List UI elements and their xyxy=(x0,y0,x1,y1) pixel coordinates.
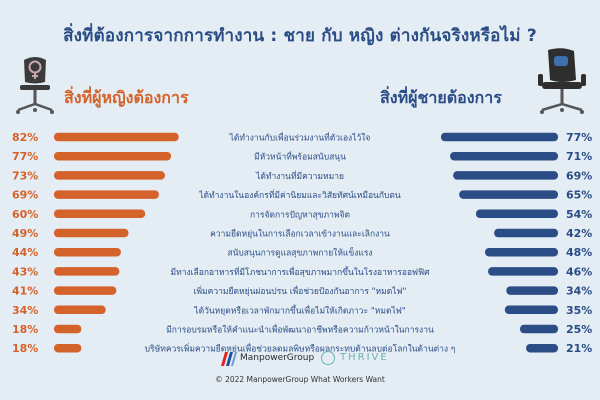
manpowergroup-logo-icon xyxy=(221,352,237,366)
men-bar xyxy=(520,324,558,334)
thrive-logo-text: THRIVE xyxy=(340,352,389,363)
men-bar xyxy=(485,247,558,257)
women-bar xyxy=(54,132,179,142)
men-value-label: 48% xyxy=(566,246,592,259)
thrive-logo-icon xyxy=(321,351,335,365)
men-value-label: 42% xyxy=(566,227,592,240)
men-value-label: 46% xyxy=(566,265,592,278)
men-value-label: 35% xyxy=(566,304,592,317)
chart-title: สิ่งที่ต้องการจากการทำงาน : ชาย กับ หญิง… xyxy=(63,26,537,46)
category-label: เพิ่มความยืดหยุ่นผ่อนปรน เพื่อช่วยป้องกั… xyxy=(194,285,407,297)
women-value-label: 34% xyxy=(12,304,38,317)
men-value-label: 69% xyxy=(566,169,592,182)
category-label: บริษัทควรเพิ่มความยืดหยุ่นเพื่อช่วยลดมลพ… xyxy=(145,343,456,355)
men-value-label: 71% xyxy=(566,150,592,163)
men-bar xyxy=(440,132,558,142)
logo-row: ManpowerGroup THRIVE xyxy=(0,349,600,371)
men-bar xyxy=(453,171,558,180)
category-label: ได้ทำงานในองค์กรที่มีค่านิยมและวิสัยทัศน… xyxy=(198,189,401,201)
category-label: ได้ทำงานที่มีความหมาย xyxy=(255,170,344,182)
men-value-label: 21% xyxy=(566,342,592,355)
women-value-label: 44% xyxy=(12,246,38,259)
men-value-label: 54% xyxy=(566,208,592,221)
men-bar xyxy=(504,305,558,315)
women-value-label: 60% xyxy=(12,208,38,221)
women-bar xyxy=(54,324,82,334)
category-label: สนับสนุนการดูแลสุขภาพกายให้แข็งแรง xyxy=(227,247,372,259)
women-bar xyxy=(54,343,82,353)
manpowergroup-logo-text: ManpowerGroup xyxy=(240,353,315,363)
women-bar xyxy=(54,305,106,315)
women-value-label: 82% xyxy=(12,131,38,144)
men-bar xyxy=(475,209,558,219)
category-label: ได้วันหยุดหรือเวลาพักมากขึ้นเพื่อไม่ให้เ… xyxy=(193,304,405,316)
women-value-label: 73% xyxy=(12,169,38,182)
women-bar xyxy=(54,228,129,238)
men-value-label: 34% xyxy=(566,285,592,298)
women-value-label: 69% xyxy=(12,189,38,202)
women-value-label: 49% xyxy=(12,227,38,240)
men-bar xyxy=(488,267,558,276)
women-value-label: 18% xyxy=(12,323,38,336)
women-value-label: 41% xyxy=(12,285,38,298)
men-bar xyxy=(526,343,558,353)
category-label: ความยืดหยุ่นในการเลือกเวลาเข้างานและเลิก… xyxy=(210,229,390,240)
category-label: การจัดการปัญหาสุขภาพจิต xyxy=(250,210,350,220)
men-bar xyxy=(506,286,558,295)
women-value-label: 77% xyxy=(12,150,38,163)
men-bar xyxy=(450,151,558,161)
women-bar xyxy=(54,190,159,199)
women-bar xyxy=(54,209,146,219)
category-label: มีทางเลือกอาหารที่มีโภชนาการเพื่อสุขภาพม… xyxy=(171,266,431,278)
women-value-label: 43% xyxy=(12,265,38,278)
office-chair-men-icon xyxy=(538,48,586,114)
category-label: ได้ทำงานกับเพื่อนร่วมงานที่ตัวเองไว้ใจ xyxy=(229,132,371,144)
women-bar xyxy=(54,171,165,180)
office-chair-women-icon xyxy=(16,57,54,114)
men-value-label: 65% xyxy=(566,189,592,202)
category-label: มีหัวหน้าที่พร้อมสนับสนุน xyxy=(254,151,346,163)
women-bar xyxy=(54,286,117,295)
copyright-footer: © 2022 ManpowerGroup What Workers Want xyxy=(215,375,385,384)
men-bar xyxy=(459,190,558,199)
women-value-label: 18% xyxy=(12,342,38,355)
men-value-label: 25% xyxy=(566,323,592,336)
women-bar xyxy=(54,247,121,257)
women-bar xyxy=(54,267,120,276)
category-label: มีการอบรมหรือให้คำแนะนำเพื่อพัฒนาอาชีพหร… xyxy=(166,324,434,336)
women-heading: สิ่งที่ผู้หญิงต้องการ xyxy=(64,88,189,107)
men-heading: สิ่งที่ผู้ชายต้องการ xyxy=(380,88,502,107)
men-bar xyxy=(494,228,558,238)
men-value-label: 77% xyxy=(566,131,592,144)
women-bar xyxy=(54,151,172,161)
